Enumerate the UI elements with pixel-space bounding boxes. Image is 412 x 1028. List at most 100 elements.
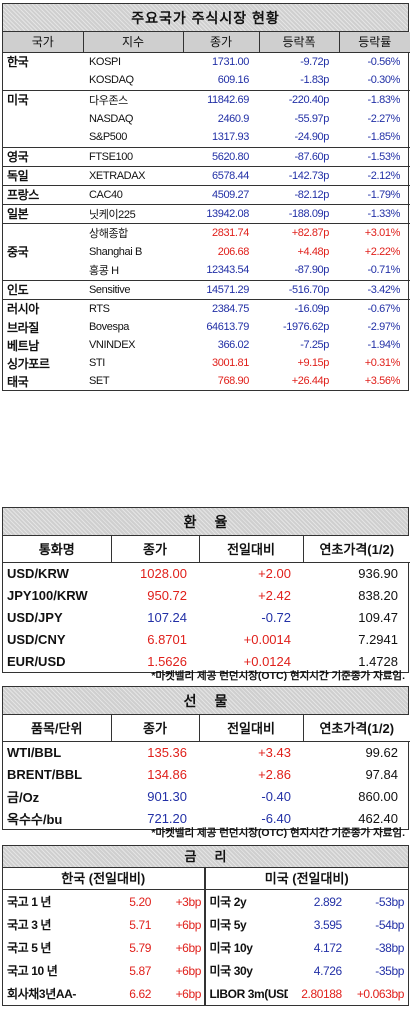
rate-value: +3.01%: [364, 226, 401, 239]
close-value: 2831.74: [212, 226, 249, 239]
index-name: 다우존스: [89, 94, 128, 107]
futures-name: WTI/BBL: [7, 744, 62, 760]
change-value: -7.25p: [300, 339, 329, 351]
futures-row: BRENT/BBL 134.86 +2.86 97.84: [3, 763, 410, 785]
fx-note: *마켓밸리 제공 런던시장(OTC) 현지시간 기준종가 자료임.: [151, 670, 405, 682]
index-name: Sensitive: [83, 280, 183, 300]
futures-header-row: 품목/단위 종가 전일대비 연초가격(1/2): [3, 715, 410, 742]
change-value: -1976.62p: [283, 321, 329, 333]
market-row: NASDAQ 2460.9 -55.97p -2.27%: [3, 109, 410, 128]
korea-rate-row: 회사채3년AA- 6.62 +6bp: [3, 982, 205, 1005]
market-table: 국가 지수 종가 등락폭 등락률 한국 KOSPI 1731.00 -9.72p -0.…: [3, 32, 410, 390]
fx-change: -0.72: [261, 609, 291, 625]
market-row: 태국 SET 768.90 +26.44p +3.56%: [3, 372, 410, 390]
futures-ytd: 860.00: [358, 788, 398, 804]
fx-ytd: 1.4728: [358, 653, 398, 669]
rate-name: 국고 1 년: [7, 895, 52, 909]
fx-title: 환율: [3, 508, 408, 536]
country-name: [3, 128, 83, 148]
korea-rate-row: 국고 1 년 5.20 +3bp: [3, 890, 205, 913]
index-name: 닛케이225: [83, 204, 183, 224]
country-name: 브라질: [7, 320, 39, 335]
change-value: -82.12p: [259, 185, 339, 205]
market-row: 프랑스 CAC40 4509.27 -82.12p -1.79%: [3, 185, 410, 205]
rate-value: -0.30%: [339, 71, 410, 91]
fx-row: USD/KRW 1028.00 +2.00 936.90: [3, 562, 410, 584]
futures-change: -6.40: [261, 810, 291, 826]
country-name: 러시아: [7, 302, 39, 317]
market-row: 러시아 RTS 2384.75 -16.09p -0.67%: [3, 299, 410, 318]
rate-value: 2.80188: [301, 986, 342, 1001]
close-value: 609.16: [183, 71, 259, 91]
rate-change: -35bp: [375, 963, 404, 978]
fx-change: +0.0124: [243, 653, 291, 669]
index-name: FTSE100: [83, 147, 183, 167]
close-value: 2460.9: [217, 112, 250, 125]
us-rate-row: 미국 30y 4.726 -35bp: [206, 959, 409, 982]
rate-change: +6bp: [175, 940, 202, 955]
fx-change: +2.00: [258, 565, 291, 581]
change-value: +26.44p: [291, 375, 330, 387]
index-name: CAC40: [83, 185, 183, 205]
rate-name: 미국 10y: [209, 941, 253, 955]
close-value: 6578.44: [183, 166, 259, 186]
index-name: RTS: [89, 302, 110, 315]
country-name: [3, 109, 83, 128]
index-name: SET: [89, 375, 110, 387]
fx-name: USD/JPY: [7, 609, 63, 625]
futures-note: *마켓밸리 제공 런던시장(OTC) 현지시간 기준종가 자료임.: [151, 827, 405, 839]
rate-value: 4.172: [313, 940, 342, 955]
change-value: +4.48p: [297, 245, 329, 258]
index-name: Shanghai B: [89, 245, 142, 258]
rate-value: -1.79%: [339, 185, 410, 205]
market-row: 인도 Sensitive 14571.29 -516.70p -3.42%: [3, 280, 410, 300]
rate-change: +0.063bp: [356, 986, 405, 1001]
market-row: KOSDAQ 609.16 -1.83p -0.30%: [3, 71, 410, 91]
us-rate-row: 미국 5y 3.595 -54bp: [206, 913, 409, 936]
rate-value: 2.892: [313, 894, 342, 909]
fx-panel: 환율 통화명 종가 전일대비 연초가격(1/2) USD/KRW 1028.00 +…: [2, 507, 410, 673]
futures-change: -0.40: [261, 788, 291, 804]
change-value: +9.15p: [297, 357, 329, 369]
rate-change: -54bp: [375, 917, 404, 932]
market-row: 영국 FTSE100 5620.80 -87.60p -1.53%: [3, 147, 410, 167]
fx-header-name: 통화명: [3, 536, 112, 563]
close-value: 3001.81: [212, 357, 249, 369]
fx-header-ytd: 연초가격(1/2): [303, 536, 410, 563]
index-name: XETRADAX: [83, 166, 183, 186]
market-row: 홍콩 H 12343.54 -87.90p -0.71%: [3, 261, 410, 281]
market-row: 베트남 VNINDEX 366.02 -7.25p -1.94%: [3, 336, 410, 354]
rate-value: 5.87: [129, 963, 151, 978]
futures-close: 901.30: [147, 788, 187, 804]
rate-change: +6bp: [175, 963, 202, 978]
rate-name: LIBOR 3m(USD): [209, 986, 288, 1001]
market-row: 독일 XETRADAX 6578.44 -142.73p -2.12%: [3, 166, 410, 186]
index-name: 홍콩 H: [83, 261, 183, 281]
country-name: [3, 71, 83, 91]
market-header-row: 국가 지수 종가 등락폭 등락률: [3, 32, 410, 53]
fx-ytd: 838.20: [358, 587, 398, 603]
market-row: S&P500 1317.93 -24.90p -1.85%: [3, 128, 410, 148]
rate-change: +6bp: [175, 917, 202, 932]
rate-change: -38bp: [375, 940, 404, 955]
fx-table: 통화명 종가 전일대비 연초가격(1/2) USD/KRW 1028.00 +2.0…: [3, 536, 410, 672]
fx-close: 107.24: [147, 609, 187, 625]
country-name: 태국: [7, 374, 29, 389]
futures-ytd: 462.40: [358, 810, 398, 826]
country-name: 독일: [3, 166, 83, 186]
close-value: 2384.75: [212, 302, 249, 315]
change-value: -24.90p: [259, 128, 339, 148]
country-name: 중국: [7, 245, 29, 259]
rate-name: 회사채3년AA-: [7, 987, 76, 1001]
index-name: KOSPI: [89, 55, 121, 68]
fx-row: EUR/USD 1.5626 +0.0124 1.4728: [3, 650, 410, 672]
fx-name: USD/KRW: [7, 565, 69, 581]
rate-value: -1.94%: [367, 339, 401, 351]
rate-value: -1.33%: [339, 204, 410, 224]
us-rate-row: LIBOR 3m(USD) 2.80188 +0.063bp: [206, 982, 409, 1005]
close-value: 11842.69: [207, 93, 249, 106]
market-row: 싱가포르 STI 3001.81 +9.15p +0.31%: [3, 354, 410, 372]
rate-value: +0.31%: [364, 357, 401, 369]
rate-name: 미국 5y: [209, 918, 247, 932]
fx-close: 6.8701: [147, 631, 187, 647]
